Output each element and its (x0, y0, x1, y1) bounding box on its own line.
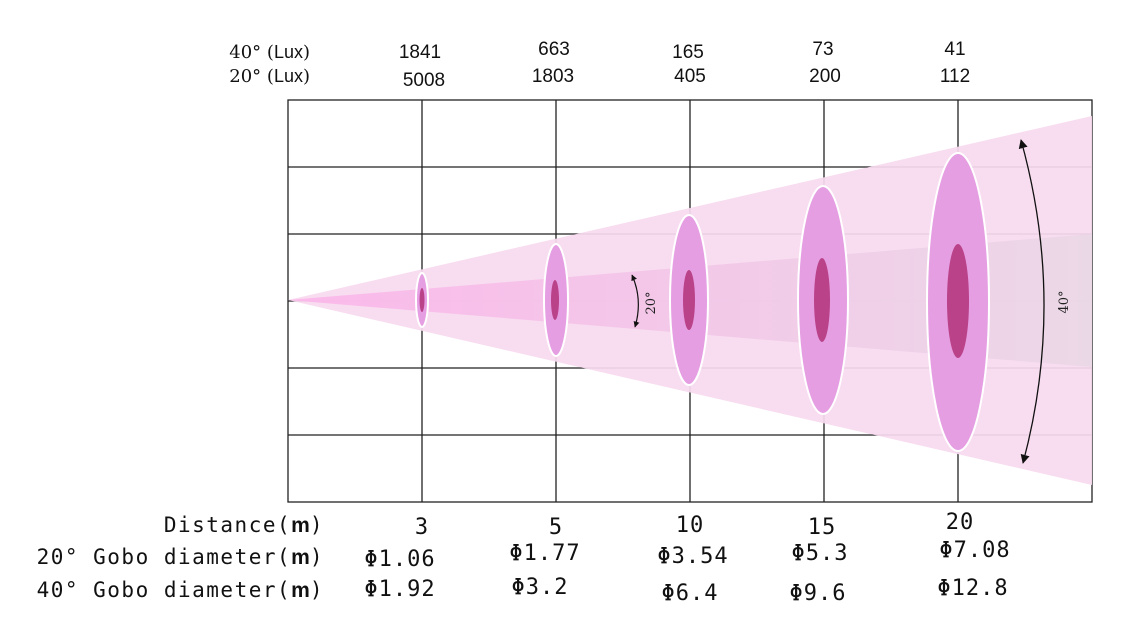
lux-value: 5008 (403, 70, 445, 91)
lux-label-20: 20° (Lux) (229, 66, 310, 87)
gobo-20-value: Φ1.77 (509, 541, 580, 566)
distance-value: 15 (808, 515, 837, 540)
angle-40-indicator: 40° (1018, 139, 1072, 464)
gobo-40-value: Φ12.8 (937, 576, 1008, 601)
lux-row-20: 20° (Lux) 5008 1803 405 200 112 (229, 66, 970, 91)
angle-label-40: 40° (1057, 290, 1072, 313)
lux-value: 663 (538, 39, 570, 60)
distance-value: 20 (946, 510, 975, 535)
beam-ellipse-20 (419, 288, 425, 312)
lux-label-40: 40° (Lux) (229, 42, 310, 63)
lux-value: 41 (944, 39, 965, 60)
distance-value: 3 (415, 515, 429, 540)
beam-ellipse-20 (814, 258, 830, 342)
lux-value: 1841 (399, 42, 441, 63)
angle-arc-20 (631, 274, 640, 328)
gobo-40-value: Φ3.2 (512, 575, 569, 600)
distance-row: Distance(m) 3 5 10 15 20 (164, 510, 975, 540)
gobo-40-value: Φ9.6 (790, 581, 847, 606)
gobo-40-row: 40° Gobo diameter(m) Φ1.92 Φ3.2 Φ6.4 Φ9.… (37, 575, 1008, 606)
narrow-beam-ellipses (419, 244, 969, 358)
angle-20-indicator: 20° (631, 274, 659, 328)
beam-ellipse-20 (947, 244, 969, 358)
distance-value: 5 (549, 515, 563, 540)
lux-value: 405 (674, 66, 706, 87)
lux-value: 112 (940, 66, 970, 87)
gobo-40-value: Φ1.92 (364, 577, 435, 602)
lux-value: 165 (672, 42, 704, 63)
gobo-20-value: Φ1.06 (364, 547, 435, 572)
gobo-20-value: Φ7.08 (939, 538, 1010, 563)
gobo-20-value: Φ3.54 (657, 544, 728, 569)
lux-value: 1803 (532, 66, 574, 87)
gobo-40-value: Φ6.4 (662, 581, 719, 606)
gobo-20-label: 20° Gobo diameter(m) (37, 545, 324, 569)
distance-value: 10 (676, 513, 705, 538)
beam-ellipse-20 (683, 270, 695, 330)
angle-label-20: 20° (644, 291, 659, 314)
gobo-20-value: Φ5.3 (792, 541, 849, 566)
distance-label: Distance(m) (164, 513, 324, 537)
beam-ellipse-20 (551, 280, 559, 320)
lux-row-40: 40° (Lux) 1841 663 165 73 41 (229, 39, 965, 63)
gobo-20-row: 20° Gobo diameter(m) Φ1.06 Φ1.77 Φ3.54 Φ… (37, 538, 1010, 572)
lux-value: 200 (809, 66, 841, 87)
lux-value: 73 (812, 39, 833, 60)
angle-arc-40 (1018, 139, 1045, 464)
gobo-40-label: 40° Gobo diameter(m) (37, 578, 324, 602)
